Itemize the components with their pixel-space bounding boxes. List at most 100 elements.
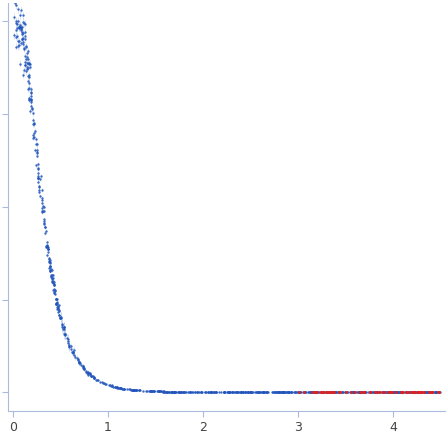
- Point: [201, 388, 208, 395]
- Point: [186, 388, 193, 395]
- Point: [45, 255, 52, 262]
- Point: [384, 389, 392, 396]
- Point: [48, 273, 55, 280]
- Point: [146, 388, 154, 395]
- Point: [260, 389, 267, 396]
- Point: [361, 389, 368, 396]
- Point: [31, 128, 38, 135]
- Point: [33, 162, 40, 169]
- Point: [354, 389, 362, 396]
- Point: [237, 389, 245, 396]
- Point: [17, 11, 24, 18]
- Point: [193, 388, 200, 395]
- Point: [29, 106, 36, 113]
- Point: [300, 389, 307, 396]
- Point: [240, 389, 247, 396]
- Point: [329, 389, 336, 396]
- Point: [115, 384, 122, 391]
- Point: [366, 389, 374, 396]
- Point: [320, 389, 327, 396]
- Point: [324, 389, 331, 396]
- Point: [103, 381, 110, 388]
- Point: [382, 389, 389, 396]
- Point: [350, 389, 357, 396]
- Point: [310, 389, 317, 396]
- Point: [301, 389, 308, 396]
- Point: [20, 66, 27, 73]
- Point: [58, 314, 65, 321]
- Point: [407, 389, 414, 396]
- Point: [85, 371, 92, 378]
- Point: [414, 389, 422, 396]
- Point: [221, 389, 228, 396]
- Point: [61, 330, 68, 337]
- Point: [431, 389, 438, 396]
- Point: [327, 389, 335, 396]
- Point: [15, 0, 22, 1]
- Point: [198, 388, 205, 395]
- Point: [160, 388, 167, 395]
- Point: [76, 359, 83, 366]
- Point: [30, 116, 37, 123]
- Point: [36, 176, 43, 183]
- Point: [211, 388, 219, 395]
- Point: [175, 388, 182, 395]
- Point: [51, 282, 58, 289]
- Point: [278, 389, 285, 396]
- Point: [27, 88, 34, 95]
- Point: [191, 388, 198, 395]
- Point: [280, 389, 287, 396]
- Point: [374, 389, 381, 396]
- Point: [421, 389, 428, 396]
- Point: [47, 268, 54, 275]
- Point: [208, 388, 215, 395]
- Point: [12, 0, 19, 2]
- Point: [328, 389, 336, 396]
- Point: [33, 136, 40, 143]
- Point: [125, 386, 133, 393]
- Point: [225, 389, 232, 396]
- Point: [16, 24, 23, 31]
- Point: [356, 389, 363, 396]
- Point: [59, 324, 66, 331]
- Point: [396, 389, 404, 396]
- Point: [34, 170, 42, 177]
- Point: [297, 389, 304, 396]
- Point: [94, 376, 101, 383]
- Point: [331, 389, 338, 396]
- Point: [419, 389, 426, 396]
- Point: [424, 389, 431, 396]
- Point: [389, 389, 396, 396]
- Point: [156, 388, 163, 395]
- Point: [116, 384, 123, 391]
- Point: [171, 388, 178, 395]
- Point: [366, 389, 374, 396]
- Point: [20, 18, 27, 25]
- Point: [129, 386, 136, 393]
- Point: [406, 389, 414, 396]
- Point: [121, 385, 128, 392]
- Point: [242, 389, 249, 396]
- Point: [189, 388, 196, 395]
- Point: [168, 388, 175, 395]
- Point: [71, 354, 78, 361]
- Point: [220, 389, 228, 396]
- Point: [259, 389, 267, 396]
- Point: [34, 149, 41, 156]
- Point: [407, 389, 414, 396]
- Point: [426, 389, 433, 396]
- Point: [100, 380, 107, 387]
- Point: [371, 389, 379, 396]
- Point: [50, 281, 57, 288]
- Point: [39, 187, 46, 194]
- Point: [349, 389, 357, 396]
- Point: [18, 25, 25, 32]
- Point: [384, 389, 392, 396]
- Point: [22, 32, 29, 39]
- Point: [342, 389, 349, 396]
- Point: [26, 60, 33, 67]
- Point: [295, 389, 302, 396]
- Point: [236, 389, 243, 396]
- Point: [86, 370, 93, 377]
- Point: [335, 389, 342, 396]
